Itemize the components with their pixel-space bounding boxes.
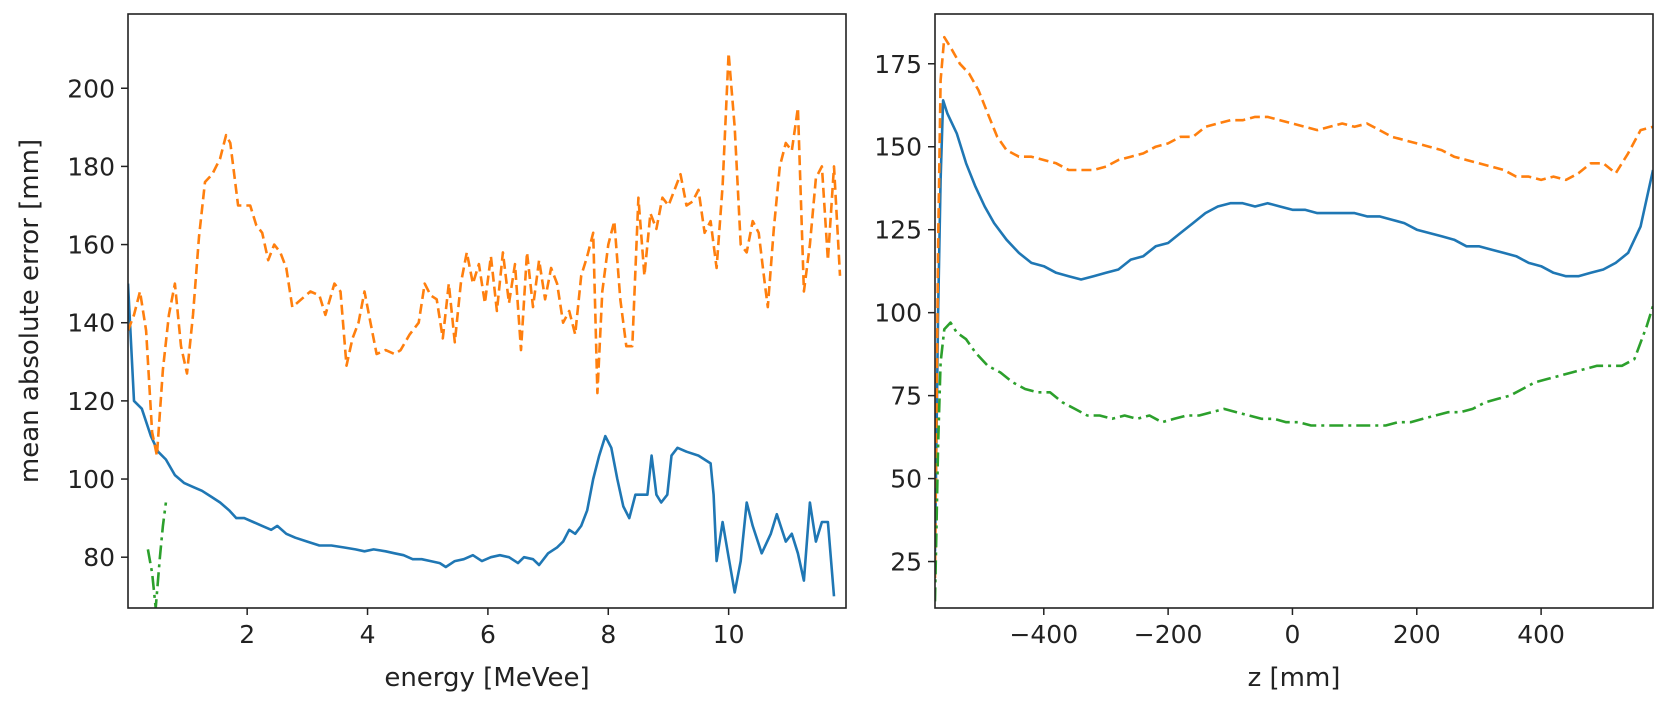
y-tick-label-energy: 180: [67, 152, 115, 181]
y-tick-label-energy: 80: [83, 543, 115, 572]
y-tick-label-z: 25: [890, 548, 922, 577]
y-tick-label-energy: 100: [67, 465, 115, 494]
x-tick-label-energy: 6: [480, 620, 496, 649]
series-line-energy-2: [146, 502, 168, 608]
y-tick-label-energy: 140: [67, 309, 115, 338]
x-tick-label-energy: 2: [239, 620, 255, 649]
x-tick-label-z: 200: [1393, 620, 1441, 649]
x-tick-label-energy: 8: [600, 620, 616, 649]
x-axis-label-energy: energy [MeVee]: [384, 663, 589, 693]
axes-frame-z: [934, 13, 1654, 609]
y-tick-label-z: 175: [874, 50, 922, 79]
y-tick-label-z: 100: [874, 299, 922, 328]
x-tick-label-z: 400: [1517, 620, 1565, 649]
series-line-z-1: [935, 35, 1653, 579]
series-line-z-2: [935, 305, 1653, 602]
x-tick-label-z: 0: [1284, 620, 1300, 649]
y-tick-label-z: 125: [874, 216, 922, 245]
x-tick-label-energy: 10: [713, 620, 745, 649]
x-tick-label-energy: 4: [360, 620, 376, 649]
x-tick-label-z: −400: [1009, 620, 1078, 649]
panel-z: −400 −200 0 200 400 25 50 75 100 125 150 175 z [mm]: [874, 13, 1654, 693]
y-tick-label-z: 75: [890, 382, 922, 411]
x-tick-label-z: −200: [1134, 620, 1203, 649]
x-axis-label-z: z [mm]: [1248, 663, 1341, 693]
y-tick-label-energy: 120: [67, 387, 115, 416]
y-tick-label-z: 50: [890, 465, 922, 494]
series-line-energy-1: [128, 51, 842, 457]
y-tick-label-energy: 200: [67, 74, 115, 103]
y-axis-label-energy: mean absolute error [mm]: [15, 139, 45, 483]
y-tick-label-z: 150: [874, 133, 922, 162]
panel-energy: 2 4 6 8 10 80 100 120 140 160 180 200 energy [MeVee]…: [15, 13, 847, 693]
axes-frame-energy: [127, 13, 847, 609]
series-line-energy-0: [128, 283, 836, 597]
y-tick-label-energy: 160: [67, 231, 115, 260]
series-line-z-0: [935, 99, 1653, 552]
